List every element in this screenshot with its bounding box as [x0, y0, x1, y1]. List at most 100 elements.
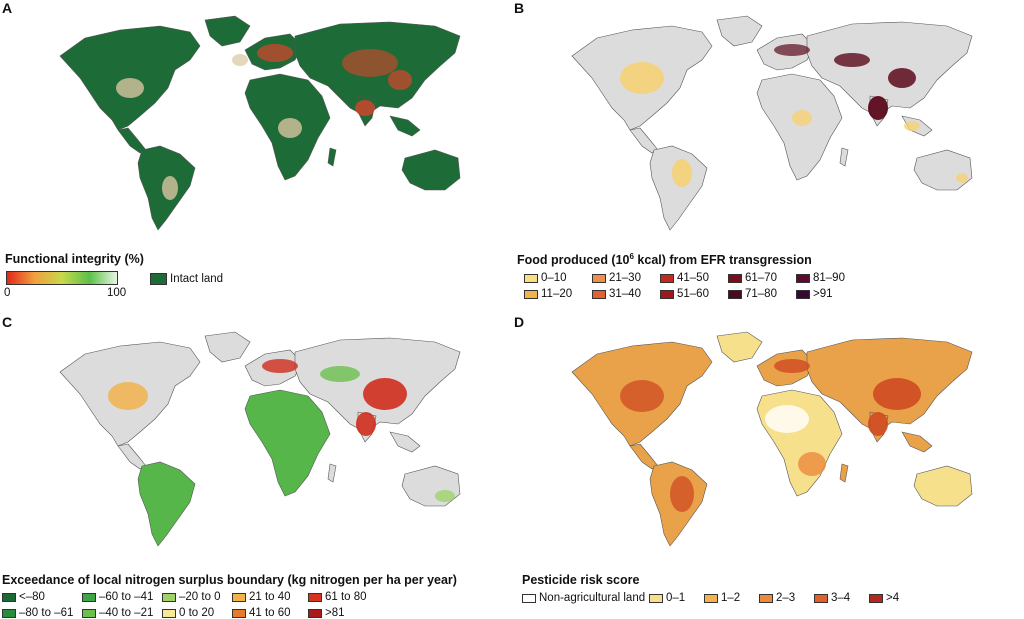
gradient-max-label: 100 — [107, 287, 127, 299]
map-hotspot — [355, 100, 375, 116]
legend-swatch — [649, 593, 663, 603]
legend-title: Pesticide risk score — [522, 573, 640, 587]
south-america-landmass — [137, 461, 196, 547]
functional-integrity-gradient — [6, 271, 118, 285]
madagascar-landmass — [839, 147, 849, 167]
legend-label: Non-agricultural land — [539, 592, 646, 604]
legend-swatch — [308, 592, 322, 602]
legend-label: 0 to 20 — [179, 607, 215, 619]
map-hotspot — [792, 110, 812, 126]
legend-label: 31–40 — [609, 288, 641, 300]
legend-item: 41 to 60 — [232, 607, 291, 619]
legend-item: 81–90 — [796, 272, 845, 284]
map-hotspot — [262, 359, 298, 373]
legend-swatch — [524, 289, 538, 299]
intact-land-legend: Intact land — [150, 273, 223, 285]
legend-title: Food produced (106 kcal) from EFR transg… — [517, 252, 812, 268]
map-hotspot — [670, 476, 694, 512]
panel-c: C Exceedance of local nitrogen surplus b… — [0, 309, 512, 619]
greenland-landmass — [716, 331, 763, 363]
gradient-min-label: 0 — [4, 287, 11, 299]
south-america-landmass — [649, 145, 708, 231]
southeast-asia-landmass — [389, 115, 421, 137]
legend-swatch — [728, 289, 742, 299]
legend-label: 11–20 — [541, 288, 573, 300]
legend-swatch — [728, 273, 742, 283]
legend-swatch — [796, 273, 810, 283]
map-hotspot — [956, 173, 968, 183]
map-hotspot — [798, 452, 826, 476]
world-map-nitrogen-surplus — [59, 331, 461, 547]
map-hotspot — [888, 68, 916, 88]
legend-item: 0 to 20 — [162, 607, 214, 619]
legend-item: 1–2 — [704, 592, 740, 604]
legend-label: 21 to 40 — [249, 591, 291, 603]
southeast-asia-landmass — [389, 431, 421, 453]
panel-a: A Functional integrity (%) 0 100 Intact … — [0, 0, 512, 309]
legend-item: 3–4 — [814, 592, 850, 604]
legend-swatch — [162, 608, 176, 618]
australia-landmass — [913, 465, 973, 507]
map-hotspot — [356, 412, 376, 436]
legend-item: 0–1 — [649, 592, 685, 604]
legend-swatch — [592, 273, 606, 283]
greenland-landmass — [204, 331, 251, 363]
legend-item: 21–30 — [592, 272, 641, 284]
legend-item: 2–3 — [759, 592, 795, 604]
legend-swatch — [82, 592, 96, 602]
legend-swatch — [524, 273, 538, 283]
legend-title: Functional integrity (%) — [5, 252, 144, 266]
legend-swatch — [796, 289, 810, 299]
map-hotspot — [834, 53, 870, 67]
panel-b: B Food produced (106 kcal) from EFR tran… — [512, 0, 1024, 309]
panel-letter: A — [2, 0, 13, 16]
legend-swatch — [869, 593, 883, 603]
map-hotspot — [320, 366, 360, 382]
legend-label: 41–50 — [677, 272, 709, 284]
legend-item: 41–50 — [660, 272, 709, 284]
map-hotspot — [162, 176, 178, 200]
map-hotspot — [868, 96, 888, 120]
legend-label: –60 to –41 — [99, 591, 154, 603]
legend-swatch — [814, 593, 828, 603]
legend-swatch — [592, 289, 606, 299]
map-hotspot — [672, 159, 692, 187]
map-hotspot — [904, 121, 920, 131]
legend-item: –80 to –61 — [2, 607, 73, 619]
map-hotspot — [774, 359, 810, 373]
map-hotspot — [765, 405, 809, 433]
legend-label: <–80 — [19, 591, 45, 603]
intact-land-label: Intact land — [170, 273, 224, 285]
australia-landmass — [401, 149, 461, 191]
map-hotspot — [388, 70, 412, 90]
panel-letter: C — [2, 314, 13, 330]
legend-label: –40 to –21 — [99, 607, 154, 619]
legend-label: 61–70 — [745, 272, 777, 284]
legend-item: 31–40 — [592, 288, 641, 300]
map-hotspot — [116, 78, 144, 98]
africa-landmass — [756, 389, 843, 497]
legend-item: 11–20 — [524, 288, 572, 300]
legend-item: Non-agricultural land — [522, 592, 645, 604]
legend-swatch — [522, 593, 536, 603]
legend-swatch — [2, 592, 16, 602]
map-hotspot — [435, 490, 455, 502]
legend-item: >91 — [796, 288, 833, 300]
legend-title: Exceedance of local nitrogen surplus bou… — [2, 573, 457, 587]
australia-landmass — [913, 149, 973, 191]
legend-swatch — [232, 592, 246, 602]
legend-item: >4 — [869, 592, 899, 604]
legend-swatch — [82, 608, 96, 618]
legend-item: –60 to –41 — [82, 591, 153, 603]
map-hotspot — [620, 380, 664, 412]
world-map-food-produced — [571, 15, 973, 231]
legend-item: 61 to 80 — [308, 591, 367, 603]
legend-label: –20 to 0 — [179, 591, 221, 603]
legend-label: –80 to –61 — [19, 607, 74, 619]
central-america-landmass — [117, 443, 147, 470]
map-hotspot — [257, 44, 293, 62]
central-america-landmass — [117, 127, 147, 154]
legend-swatch — [2, 608, 16, 618]
map-hotspot — [278, 118, 302, 138]
map-hotspot — [342, 49, 398, 77]
